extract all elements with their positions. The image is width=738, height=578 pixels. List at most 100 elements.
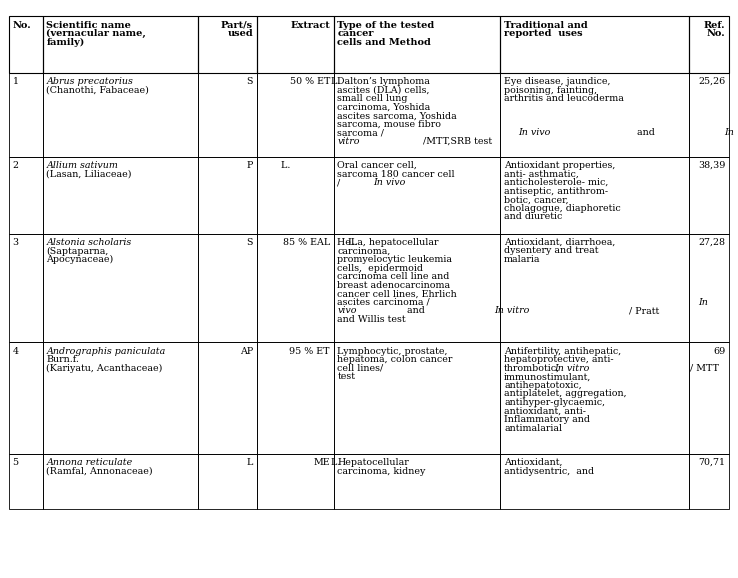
Bar	[500, 16, 689, 73]
Text: 50 % ET: 50 % ET	[289, 77, 330, 86]
Bar	[500, 454, 689, 509]
Text: and: and	[634, 128, 658, 138]
Text: antimalarial: antimalarial	[504, 424, 562, 432]
Bar	[9, 234, 43, 342]
Text: used: used	[227, 29, 253, 38]
Text: S: S	[246, 238, 253, 247]
Bar	[689, 73, 729, 157]
Text: sarcoma 180 cancer cell: sarcoma 180 cancer cell	[337, 169, 455, 179]
Text: Alstonia scholaris: Alstonia scholaris	[46, 238, 132, 247]
Text: Inflammatory and: Inflammatory and	[504, 415, 590, 424]
Text: vivo: vivo	[337, 306, 356, 315]
Text: In vitro: In vitro	[554, 364, 590, 373]
Text: Type of the tested: Type of the tested	[337, 20, 435, 29]
Text: L.: L.	[278, 161, 291, 170]
Text: P: P	[246, 161, 253, 170]
Text: and diuretic: and diuretic	[504, 212, 562, 221]
Text: No.: No.	[707, 29, 725, 38]
Bar	[689, 454, 729, 509]
Bar	[198, 73, 257, 157]
Text: Antioxidant properties,: Antioxidant properties,	[504, 161, 615, 170]
Text: carcinoma cell line and: carcinoma cell line and	[337, 272, 449, 281]
Text: Andrographis paniculata: Andrographis paniculata	[46, 347, 166, 355]
Bar	[43, 157, 198, 234]
Text: Lymphocytic, prostate,: Lymphocytic, prostate,	[337, 347, 448, 355]
Text: and Willis test: and Willis test	[337, 315, 406, 324]
Text: (Chanothi, Fabaceae): (Chanothi, Fabaceae)	[46, 86, 149, 95]
Text: antioxidant, anti-: antioxidant, anti-	[504, 406, 586, 416]
Text: Annona reticulate: Annona reticulate	[46, 458, 133, 467]
Text: hepatoprotective, anti-: hepatoprotective, anti-	[504, 355, 614, 364]
Text: In: In	[724, 128, 734, 138]
Text: carcinoma,: carcinoma,	[337, 246, 390, 255]
Bar	[500, 342, 689, 454]
Text: cell lines/: cell lines/	[337, 364, 387, 373]
Text: 70,71: 70,71	[698, 458, 725, 467]
Text: (vernacular name,: (vernacular name,	[46, 29, 146, 38]
Text: test: test	[337, 372, 355, 381]
Bar	[334, 342, 500, 454]
Text: immunostimulant,: immunostimulant,	[504, 372, 591, 381]
Text: (Saptaparna,: (Saptaparna,	[46, 246, 109, 255]
Text: reported  uses: reported uses	[504, 29, 583, 38]
Text: vitro: vitro	[337, 137, 359, 146]
Bar	[689, 342, 729, 454]
Text: Antioxidant,: Antioxidant,	[504, 458, 562, 467]
Bar	[257, 73, 334, 157]
Text: and: and	[404, 306, 427, 315]
Text: ascites (DLA) cells,: ascites (DLA) cells,	[337, 86, 430, 95]
Text: ascites carcinoma /: ascites carcinoma /	[337, 298, 433, 307]
Text: 69: 69	[713, 347, 725, 355]
Text: Eye disease, jaundice,: Eye disease, jaundice,	[504, 77, 610, 86]
Bar	[43, 342, 198, 454]
Text: Traditional and: Traditional and	[504, 20, 587, 29]
Bar	[198, 454, 257, 509]
Text: 5: 5	[13, 458, 18, 467]
Bar	[689, 157, 729, 234]
Bar	[257, 157, 334, 234]
Bar	[334, 16, 500, 73]
Bar	[9, 454, 43, 509]
Text: hepatoma, colon cancer: hepatoma, colon cancer	[337, 355, 452, 364]
Bar	[257, 234, 334, 342]
Text: antiplatelet, aggregation,: antiplatelet, aggregation,	[504, 390, 627, 398]
Text: In: In	[699, 298, 708, 307]
Text: AP: AP	[240, 347, 253, 355]
Bar	[334, 234, 500, 342]
Text: sarcoma /: sarcoma /	[337, 128, 387, 138]
Text: 85 % EAL: 85 % EAL	[283, 238, 330, 247]
Text: Hepatocellular: Hepatocellular	[337, 458, 409, 467]
Text: /MTT,SRB test: /MTT,SRB test	[420, 137, 492, 146]
Text: carcinoma, kidney: carcinoma, kidney	[337, 466, 426, 476]
Bar	[334, 73, 500, 157]
Text: (Lasan, Liliaceae): (Lasan, Liliaceae)	[46, 169, 132, 179]
Text: L.: L.	[328, 77, 340, 86]
Text: (Kariyatu, Acanthaceae): (Kariyatu, Acanthaceae)	[46, 364, 163, 373]
Bar	[43, 73, 198, 157]
Text: (Ramfal, Annonaceae): (Ramfal, Annonaceae)	[46, 466, 153, 476]
Text: 2: 2	[13, 161, 18, 170]
Text: thrombotic,: thrombotic,	[504, 364, 560, 373]
Text: antiseptic, antithrom-: antiseptic, antithrom-	[504, 187, 608, 195]
Text: /: /	[337, 178, 343, 187]
Bar	[689, 234, 729, 342]
Text: Antioxidant, diarrhoea,: Antioxidant, diarrhoea,	[504, 238, 615, 247]
Text: antidysentric,  and: antidysentric, and	[504, 466, 594, 476]
Text: / MTT: / MTT	[686, 364, 718, 373]
Bar	[257, 454, 334, 509]
Bar	[257, 342, 334, 454]
Text: antihepatotoxic,: antihepatotoxic,	[504, 381, 582, 390]
Bar	[198, 16, 257, 73]
Text: malaria: malaria	[504, 255, 540, 264]
Text: HeLa, hepatocellular: HeLa, hepatocellular	[337, 238, 439, 247]
Text: small cell lung: small cell lung	[337, 94, 408, 103]
Text: 25,26: 25,26	[698, 77, 725, 86]
Text: Dalton’s lymphoma: Dalton’s lymphoma	[337, 77, 430, 86]
Text: ascites sarcoma, Yoshida: ascites sarcoma, Yoshida	[337, 112, 457, 120]
Bar	[9, 73, 43, 157]
Text: Oral cancer cell,: Oral cancer cell,	[337, 161, 417, 170]
Text: anticholesterole- mic,: anticholesterole- mic,	[504, 178, 608, 187]
Text: antihyper-glycaemic,: antihyper-glycaemic,	[504, 398, 605, 407]
Bar	[334, 454, 500, 509]
Text: L.: L.	[328, 458, 340, 467]
